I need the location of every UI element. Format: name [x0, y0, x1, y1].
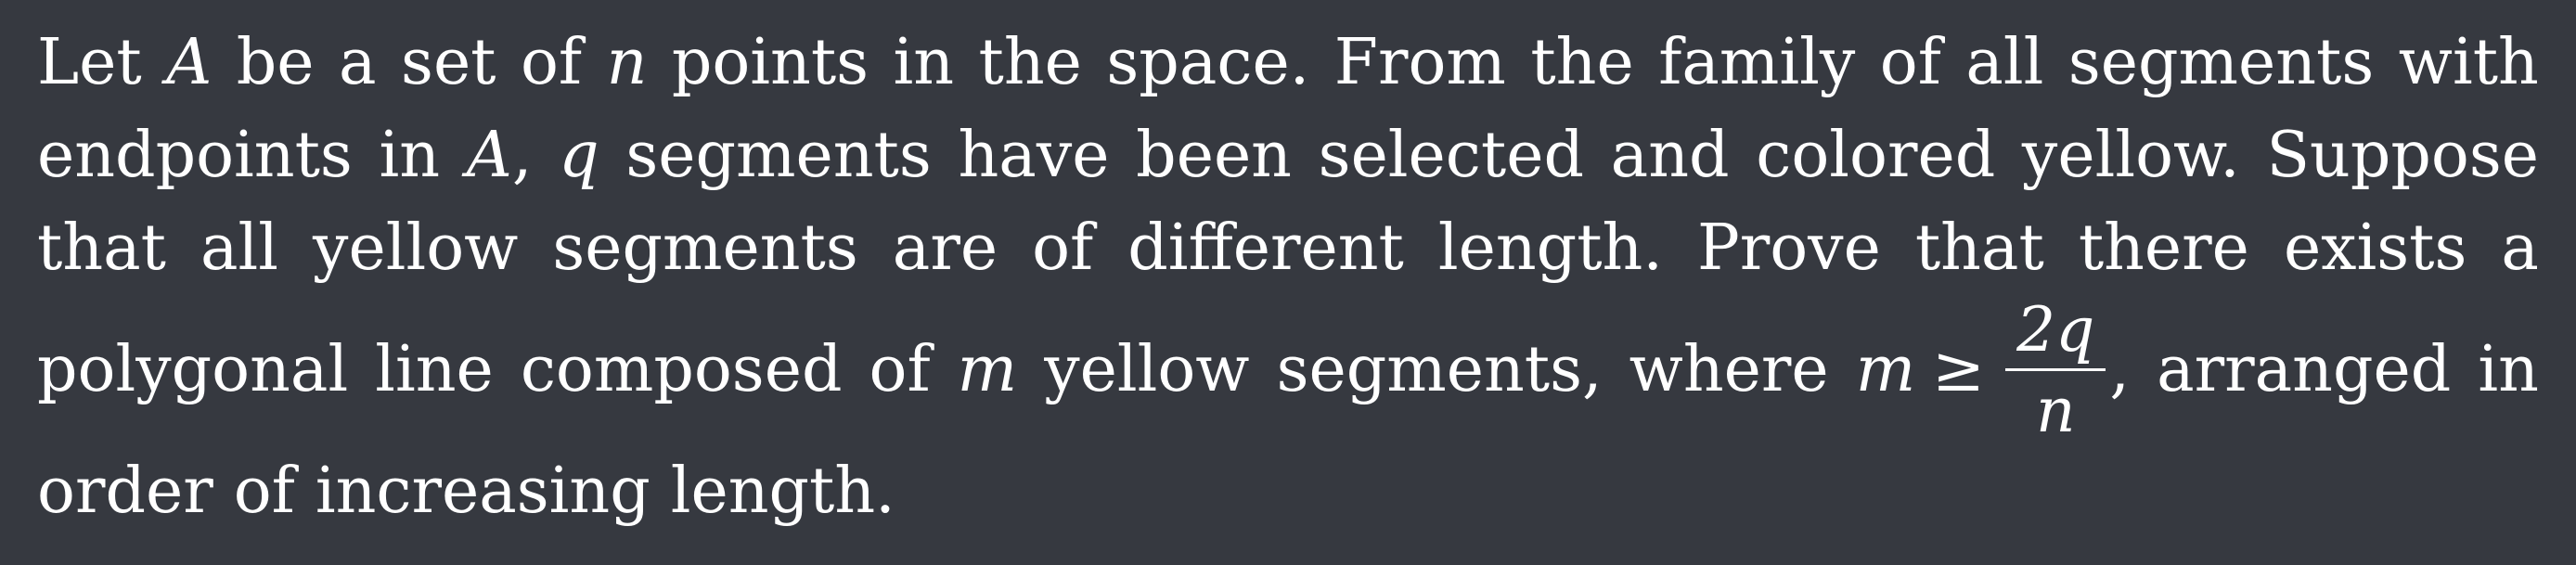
set-variable: A	[466, 119, 512, 192]
inequality: m ≥ 2q n ,	[1856, 295, 2130, 445]
word: exists	[2283, 212, 2467, 285]
word: all	[200, 212, 279, 285]
word: set	[401, 26, 496, 99]
comma: ,	[511, 119, 533, 192]
set-variable: A	[166, 26, 213, 99]
word: of	[1879, 26, 1941, 99]
chain-variable: m	[1855, 333, 1916, 406]
word: space.	[1106, 26, 1310, 99]
word: segments,	[1276, 333, 1603, 406]
word: length.	[670, 455, 895, 528]
word: segments	[552, 212, 858, 285]
word: From	[1333, 26, 1506, 99]
word: in	[379, 119, 441, 192]
word: endpoints	[37, 119, 353, 192]
fraction-numerator: 2q	[2016, 293, 2095, 366]
word: yellow	[1044, 333, 1250, 406]
word: segments	[2067, 26, 2375, 99]
count-variable: n	[606, 26, 648, 99]
word: all	[1965, 26, 2044, 99]
fraction: 2q n	[2005, 293, 2106, 446]
word: the	[978, 26, 1082, 99]
word: are	[892, 212, 998, 285]
word: be	[236, 26, 315, 99]
text-line-3: that all yellow segments are of differen…	[37, 202, 2539, 295]
word: colored	[1756, 119, 1996, 192]
word: increasing	[315, 455, 650, 528]
word: length.	[1437, 212, 1663, 285]
geq-symbol: ≥	[1932, 333, 1986, 406]
word: in	[893, 26, 955, 99]
text-line-4: polygonal line composed of m yellow segm…	[37, 295, 2539, 445]
word: of	[520, 26, 583, 99]
comma: ,	[2109, 333, 2131, 406]
word: Prove	[1696, 212, 1881, 285]
word: that	[37, 212, 166, 285]
fraction-bar	[2005, 367, 2106, 371]
word: segments	[625, 119, 932, 192]
set-variable-group: A,	[467, 109, 533, 202]
word: the	[1530, 26, 1634, 99]
word: of	[233, 455, 295, 528]
word: where	[1629, 333, 1829, 406]
word: a	[2501, 212, 2539, 285]
fraction-denominator: n	[2036, 374, 2076, 446]
word: points	[671, 26, 869, 99]
word: selected	[1318, 119, 1584, 192]
word: Let	[37, 26, 142, 99]
word: polygonal	[37, 333, 349, 406]
word: with	[2398, 26, 2539, 99]
word: order	[37, 455, 213, 528]
word: that	[1914, 212, 2044, 285]
word: have	[958, 119, 1110, 192]
word: composed	[520, 333, 843, 406]
word: a	[339, 26, 377, 99]
word: Suppose	[2266, 119, 2539, 192]
word: family	[1658, 26, 1856, 99]
word: there	[2078, 212, 2249, 285]
problem-statement: Let A be a set of n points in the space.…	[37, 17, 2539, 538]
chain-variable: m	[957, 333, 1018, 406]
word: and	[1610, 119, 1730, 192]
text-line-2: endpoints in A, q segments have been sel…	[37, 109, 2539, 202]
text-line-5: order of increasing length.	[37, 445, 2539, 538]
word: of	[869, 333, 931, 406]
word: in	[2478, 333, 2539, 406]
word: arranged	[2157, 333, 2452, 406]
word: been	[1136, 119, 1292, 192]
word: yellow	[313, 212, 519, 285]
word: yellow.	[2021, 119, 2240, 192]
word: line	[375, 333, 494, 406]
word: of	[1032, 212, 1094, 285]
text-line-1: Let A be a set of n points in the space.…	[37, 17, 2539, 109]
word: different	[1127, 212, 1404, 285]
selected-variable: q	[559, 119, 599, 192]
